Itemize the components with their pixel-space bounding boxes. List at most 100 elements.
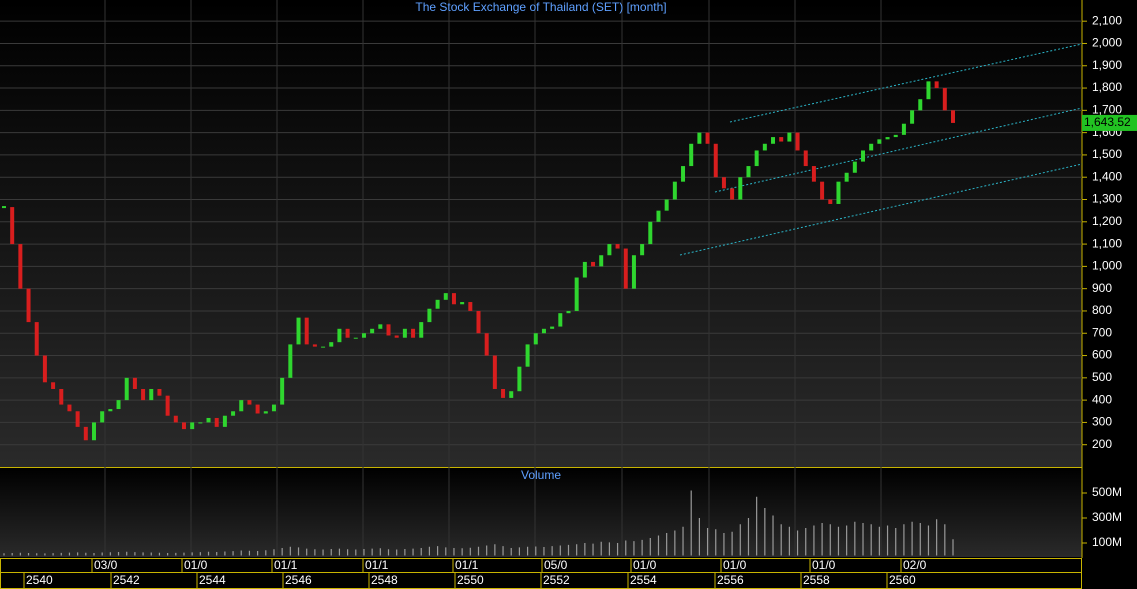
year-label: 2556 [717, 573, 744, 587]
candle [26, 288, 31, 323]
candle [558, 313, 563, 327]
candle [648, 221, 653, 245]
candle [811, 166, 816, 182]
year-label: 2558 [803, 573, 830, 587]
candle [451, 293, 456, 305]
y-tick-label: 900 [1092, 281, 1112, 295]
chart-title: The Stock Exchange of Thailand (SET) [mo… [415, 0, 666, 14]
candle [353, 337, 358, 339]
candle [2, 206, 6, 209]
y-tick-label: 1,700 [1092, 103, 1122, 117]
candle [411, 328, 416, 338]
candle [951, 110, 955, 123]
date-label: 01/0 [184, 558, 208, 572]
candle [91, 422, 96, 441]
candle [550, 326, 555, 329]
y-tick-label: 1,900 [1092, 58, 1122, 72]
candle [173, 415, 178, 423]
candle [901, 123, 906, 135]
candle [762, 143, 767, 151]
year-label: 2554 [630, 573, 657, 587]
candle [10, 207, 15, 245]
candle [828, 199, 833, 204]
candle [852, 161, 857, 173]
candle [206, 417, 211, 423]
date-axis: 2540 2542 2544 2546 2548 2550 2552 2554 2556 2558… [0, 558, 1082, 589]
year-label: 2544 [199, 573, 226, 587]
candle [934, 81, 939, 89]
candle [525, 344, 530, 367]
candle [271, 404, 276, 412]
candle [304, 317, 309, 345]
candle [18, 244, 23, 289]
candle [820, 181, 825, 200]
candle [108, 409, 113, 412]
candle [746, 166, 751, 178]
candle [591, 261, 596, 267]
candle [361, 333, 366, 338]
candle [697, 132, 702, 144]
candle [141, 388, 146, 401]
volume-tick-label: 100M [1092, 535, 1122, 549]
y-tick-label: 1,000 [1092, 259, 1122, 273]
candle [918, 99, 923, 111]
marks [2, 81, 955, 556]
candle [885, 137, 890, 140]
candle [190, 422, 195, 430]
y-tick-label: 2,100 [1092, 13, 1122, 27]
candle [541, 328, 546, 334]
candle [329, 342, 334, 347]
candle [689, 143, 694, 167]
y-tick-label: 200 [1092, 437, 1112, 451]
price-panel [0, 0, 1082, 467]
last-price-box [1082, 114, 1137, 131]
y-tick-label: 1,500 [1092, 147, 1122, 161]
volume-tick-label: 300M [1092, 510, 1122, 524]
candle [771, 137, 776, 144]
candle [51, 382, 56, 389]
date-label: 01/0 [633, 558, 657, 572]
candle [157, 388, 162, 396]
y-tick-label: 800 [1092, 303, 1112, 317]
candle [476, 310, 481, 334]
candle [435, 299, 440, 309]
candle [509, 391, 514, 398]
date-label: 01/1 [274, 558, 298, 572]
candle [296, 317, 301, 345]
year-label: 2542 [113, 573, 140, 587]
candle [566, 310, 571, 314]
candle [67, 404, 72, 412]
candle [280, 377, 285, 405]
candle [386, 324, 391, 336]
candle [492, 355, 497, 389]
candle [312, 344, 317, 347]
channel-upper [729, 43, 1083, 123]
grid [0, 0, 1087, 557]
date-label: 01/0 [812, 558, 836, 572]
candle [631, 255, 636, 289]
candle [132, 377, 137, 389]
candle [263, 411, 268, 414]
candle [517, 366, 522, 392]
candle [165, 395, 170, 416]
candle [599, 255, 604, 267]
candle [116, 400, 121, 410]
candle [222, 415, 227, 427]
channel-middle [714, 107, 1083, 193]
candle [345, 328, 350, 338]
candle [926, 81, 931, 100]
candle [419, 322, 424, 338]
candle [721, 177, 726, 189]
candle [149, 388, 154, 401]
candle [59, 388, 64, 405]
candle [738, 177, 743, 200]
candle [378, 324, 383, 329]
volume-tick-label: 500M [1092, 485, 1122, 499]
candle [124, 377, 129, 401]
y-tick-label: 500 [1092, 370, 1112, 384]
date-label: 03/0 [94, 558, 118, 572]
candle [443, 293, 448, 300]
year-label: 2550 [457, 573, 484, 587]
candle [484, 333, 489, 356]
